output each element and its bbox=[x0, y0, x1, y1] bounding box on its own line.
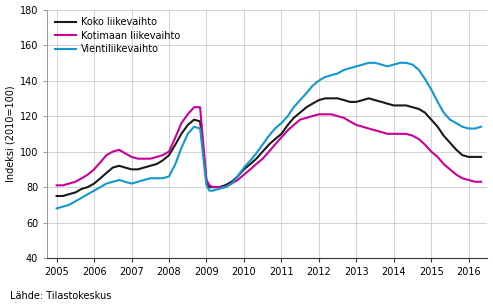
Kotimaan liikevaihto bbox=[210, 185, 216, 189]
Koko liikevaihto bbox=[154, 162, 160, 166]
Kotimaan liikevaihto bbox=[241, 173, 247, 177]
Legend: Koko liikevaihto, Kotimaan liikevaihto, Vientiliikevaihto: Koko liikevaihto, Kotimaan liikevaihto, … bbox=[52, 14, 183, 57]
Kotimaan liikevaihto bbox=[154, 155, 160, 159]
Koko liikevaihto bbox=[422, 111, 428, 114]
Kotimaan liikevaihto bbox=[297, 118, 303, 122]
Koko liikevaihto bbox=[322, 96, 328, 100]
Kotimaan liikevaihto bbox=[428, 150, 434, 154]
Kotimaan liikevaihto bbox=[185, 112, 191, 116]
Vientiliikevaihto bbox=[185, 132, 191, 136]
Line: Kotimaan liikevaihto: Kotimaan liikevaihto bbox=[57, 107, 481, 187]
Vientiliikevaihto bbox=[285, 114, 291, 118]
Vientiliikevaihto bbox=[154, 176, 160, 180]
Koko liikevaihto bbox=[54, 194, 60, 198]
Koko liikevaihto bbox=[285, 123, 291, 127]
Line: Vientiliikevaihto: Vientiliikevaihto bbox=[57, 63, 481, 209]
Line: Koko liikevaihto: Koko liikevaihto bbox=[57, 98, 481, 196]
Vientiliikevaihto bbox=[422, 77, 428, 81]
Y-axis label: Indeksi (2010=100): Indeksi (2010=100) bbox=[5, 85, 16, 182]
Koko liikevaihto bbox=[110, 166, 116, 169]
Vientiliikevaihto bbox=[416, 68, 422, 72]
Vientiliikevaihto bbox=[110, 180, 116, 184]
Koko liikevaihto bbox=[478, 155, 484, 159]
Koko liikevaihto bbox=[416, 107, 422, 111]
Kotimaan liikevaihto bbox=[478, 180, 484, 184]
Koko liikevaihto bbox=[185, 123, 191, 127]
Text: Lähde: Tilastokeskus: Lähde: Tilastokeskus bbox=[10, 291, 111, 301]
Kotimaan liikevaihto bbox=[54, 184, 60, 187]
Vientiliikevaihto bbox=[478, 125, 484, 129]
Kotimaan liikevaihto bbox=[110, 150, 116, 154]
Kotimaan liikevaihto bbox=[191, 105, 197, 109]
Vientiliikevaihto bbox=[54, 207, 60, 210]
Vientiliikevaihto bbox=[366, 61, 372, 65]
